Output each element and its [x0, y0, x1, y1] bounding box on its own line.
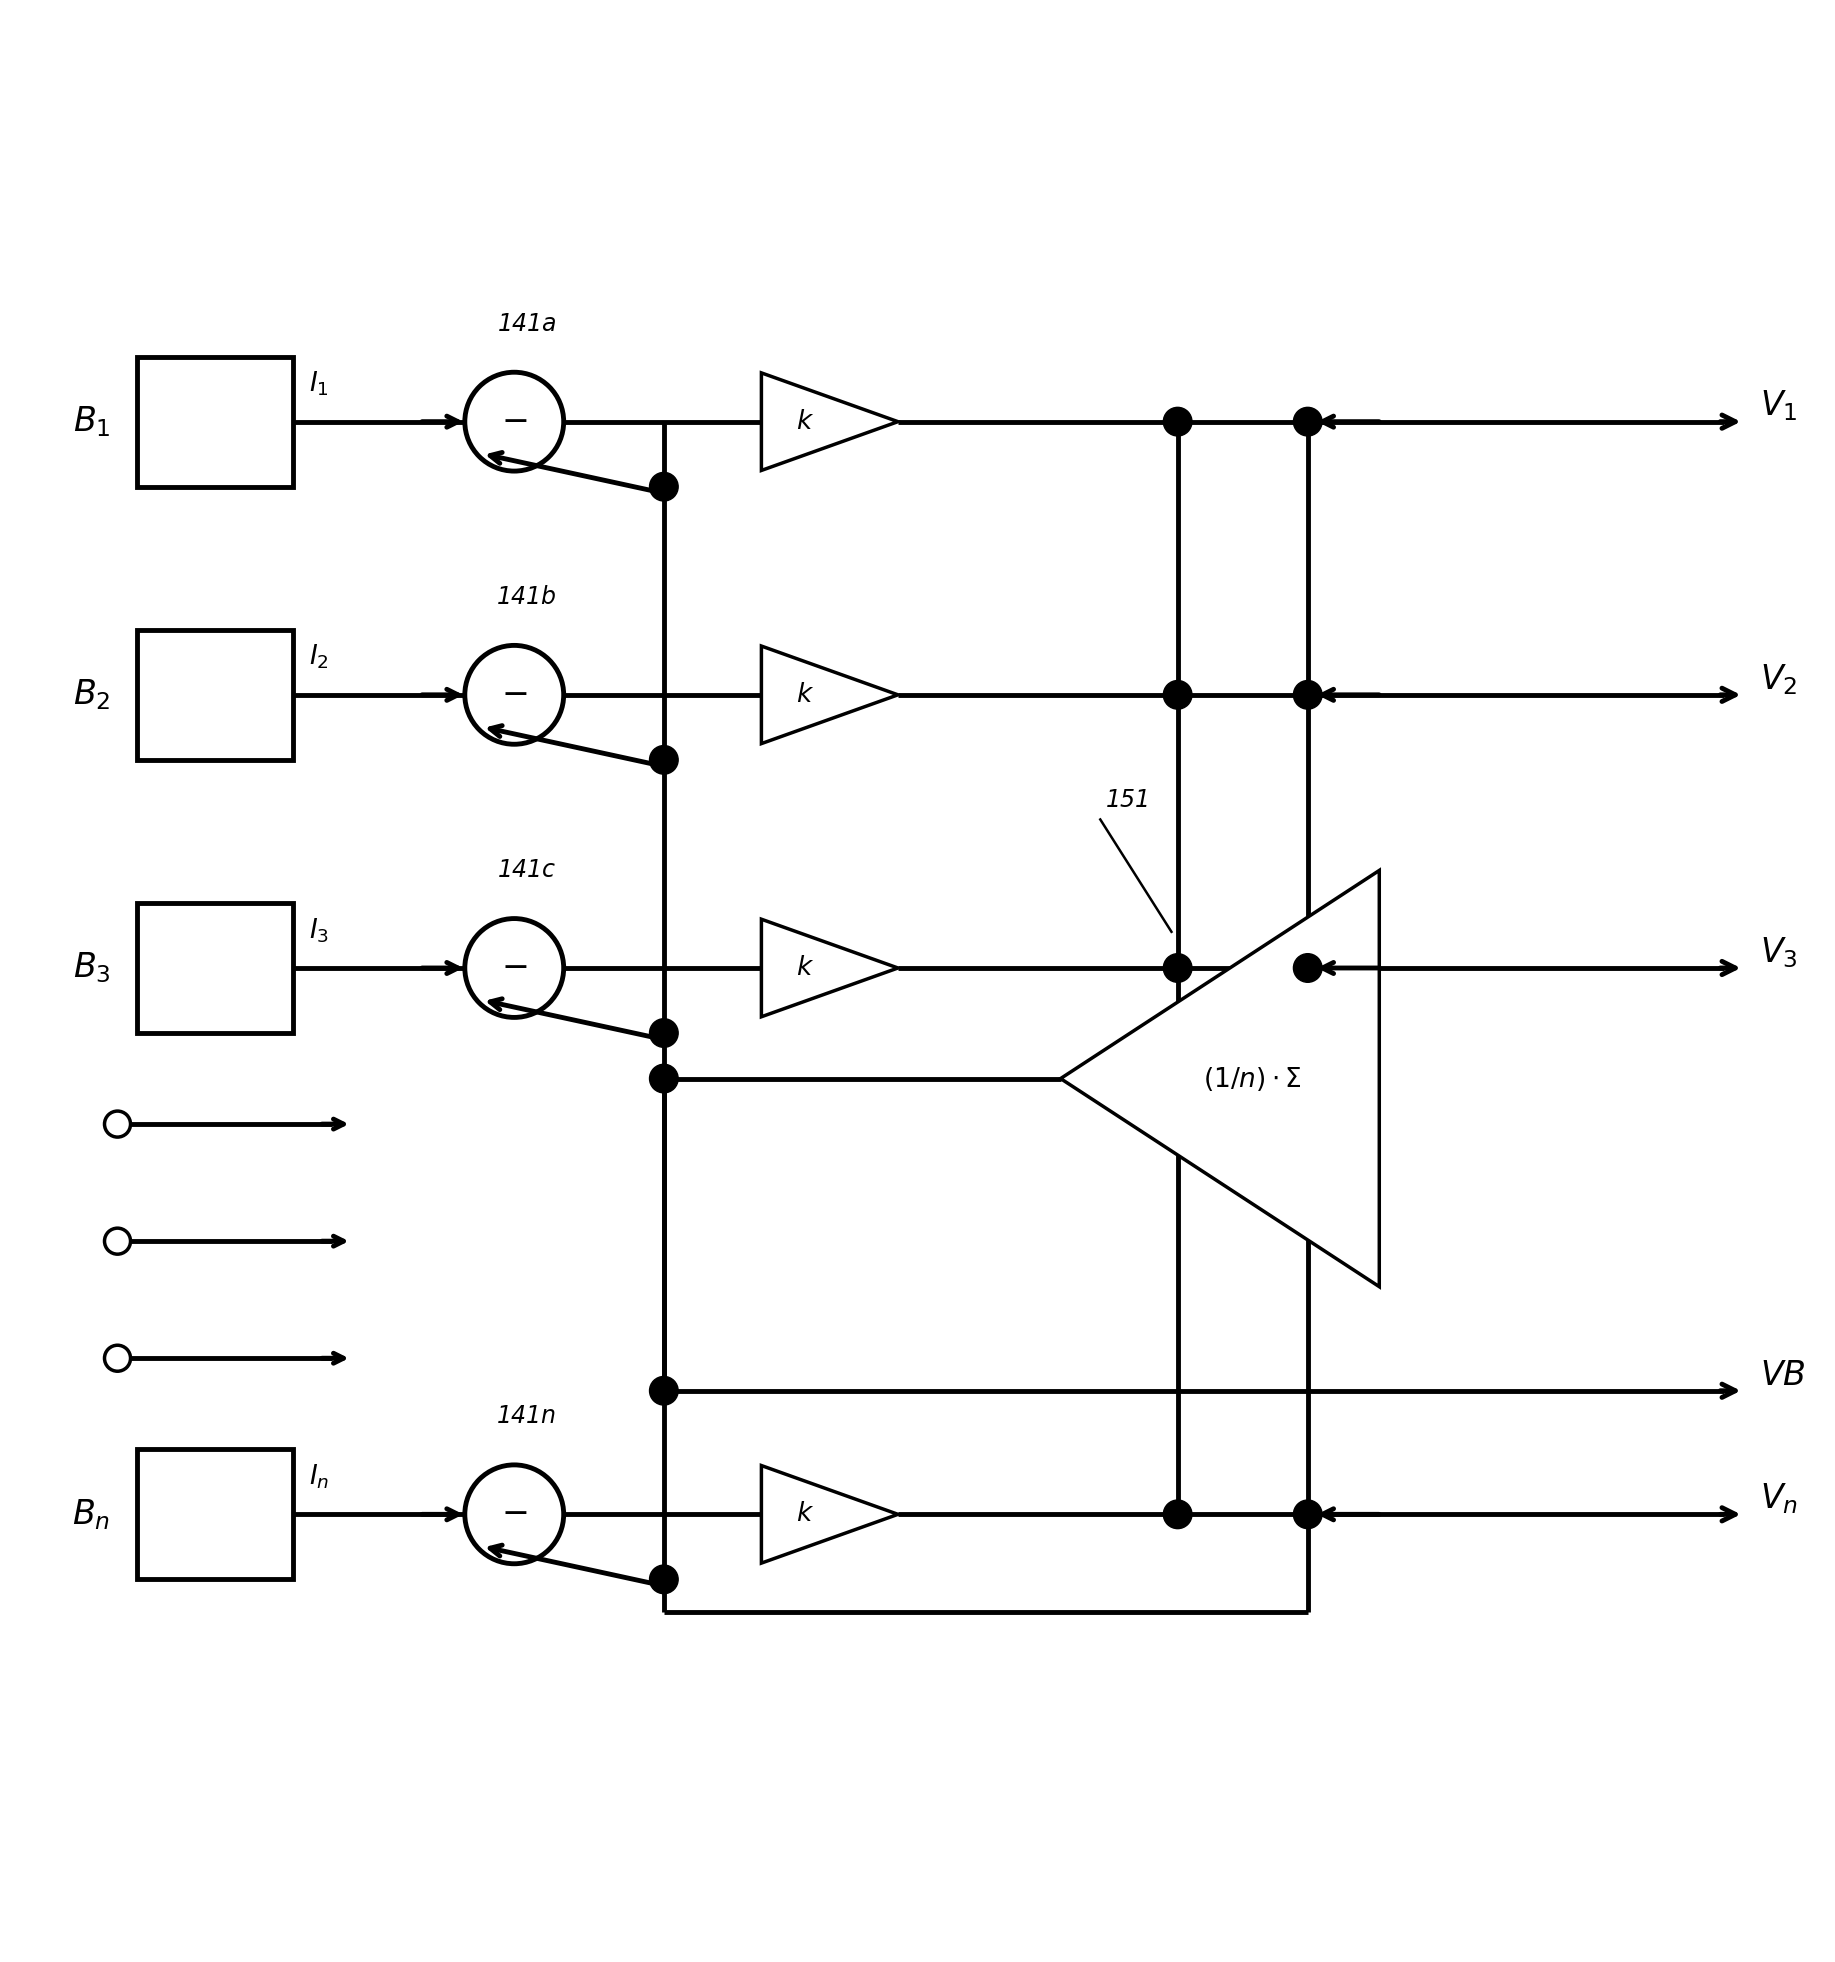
Polygon shape: [762, 920, 897, 1016]
Text: $k$: $k$: [796, 408, 815, 436]
Circle shape: [1294, 681, 1321, 708]
Text: $B_1$: $B_1$: [73, 404, 110, 439]
Text: $V_1$: $V_1$: [1760, 388, 1798, 424]
Text: $V_n$: $V_n$: [1760, 1481, 1798, 1517]
Text: 141b: 141b: [497, 585, 558, 608]
Text: $-$: $-$: [501, 950, 527, 981]
Bar: [138, 903, 294, 1034]
Text: $I_n$: $I_n$: [308, 1462, 328, 1491]
Bar: [138, 1450, 294, 1579]
Text: $V_3$: $V_3$: [1760, 936, 1798, 969]
Text: 141c: 141c: [499, 857, 556, 883]
Circle shape: [464, 918, 563, 1018]
Circle shape: [1163, 954, 1193, 983]
Polygon shape: [1061, 871, 1380, 1287]
Text: $-$: $-$: [501, 402, 527, 436]
Circle shape: [1294, 408, 1321, 436]
Text: $k$: $k$: [796, 955, 815, 981]
Circle shape: [650, 1377, 679, 1405]
Text: 151: 151: [1107, 789, 1151, 812]
Circle shape: [650, 1566, 679, 1593]
Text: $B_3$: $B_3$: [73, 952, 110, 985]
Text: 141a: 141a: [497, 312, 558, 336]
Text: $I_2$: $I_2$: [308, 644, 328, 671]
Polygon shape: [762, 373, 897, 471]
Circle shape: [1294, 1501, 1321, 1528]
Bar: [138, 630, 294, 759]
Text: $-$: $-$: [501, 675, 527, 708]
Circle shape: [1294, 954, 1321, 983]
Circle shape: [464, 1466, 563, 1564]
Text: $VB$: $VB$: [1760, 1358, 1806, 1391]
Polygon shape: [762, 1466, 897, 1564]
Circle shape: [1163, 408, 1193, 436]
Circle shape: [1163, 1501, 1193, 1528]
Circle shape: [464, 645, 563, 744]
Circle shape: [464, 373, 563, 471]
Text: $(1/n)\cdot\Sigma$: $(1/n)\cdot\Sigma$: [1204, 1065, 1301, 1093]
Circle shape: [650, 1018, 679, 1048]
Text: $I_1$: $I_1$: [308, 369, 328, 398]
Circle shape: [650, 746, 679, 775]
Polygon shape: [762, 645, 897, 744]
Circle shape: [650, 473, 679, 500]
Text: $B_n$: $B_n$: [72, 1497, 110, 1532]
Text: $B_2$: $B_2$: [73, 677, 110, 712]
Circle shape: [1163, 681, 1193, 708]
Circle shape: [650, 1063, 679, 1093]
Text: 141n: 141n: [497, 1405, 558, 1428]
Text: $k$: $k$: [796, 1501, 815, 1526]
Text: $k$: $k$: [796, 683, 815, 708]
Text: $I_3$: $I_3$: [308, 916, 328, 944]
Bar: [138, 357, 294, 487]
Text: $-$: $-$: [501, 1495, 527, 1528]
Text: $V_2$: $V_2$: [1760, 661, 1798, 697]
